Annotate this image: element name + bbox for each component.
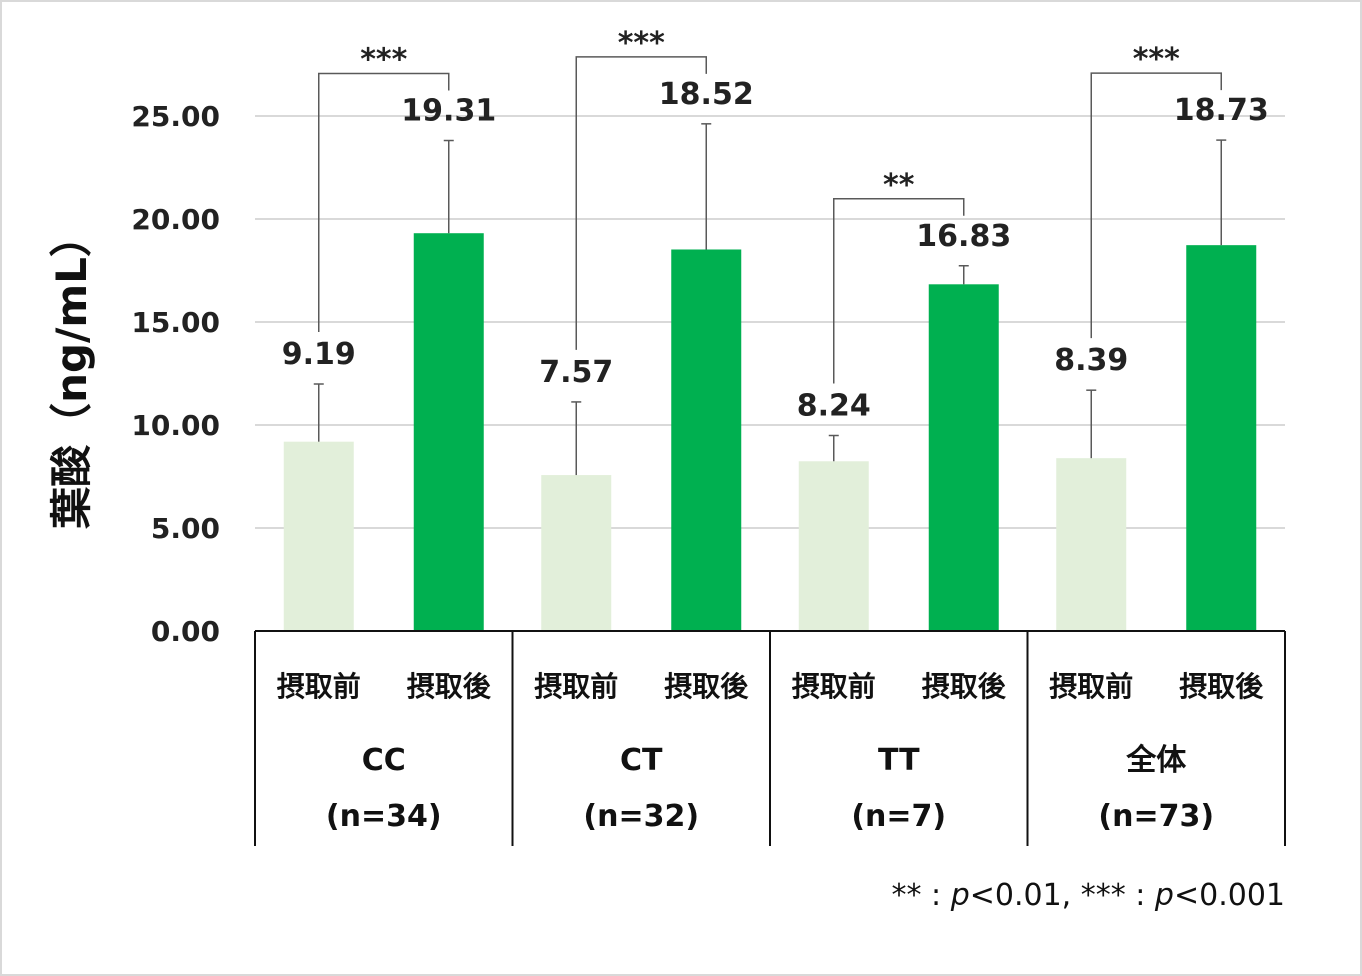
bars — [283, 233, 1257, 632]
bar — [798, 461, 869, 631]
significance-bracket — [1090, 72, 1222, 339]
bar — [413, 233, 484, 632]
significance-brackets: *** ******** — [318, 26, 1222, 384]
footnote-part: <0.001 — [1174, 878, 1285, 913]
significance-bracket — [575, 56, 707, 350]
bar-category-label: 摂取前 — [1049, 670, 1133, 703]
y-tick-label: 5.00 — [151, 512, 220, 545]
group-name-label: 全体 — [1125, 743, 1187, 778]
y-tick-label: 25.00 — [131, 100, 220, 133]
group-n-label: (n=34) — [326, 799, 442, 834]
significance-marker: ** — [883, 168, 915, 203]
data-label: 16.83 — [916, 219, 1011, 254]
footnote-part: ** : — [892, 878, 951, 913]
bar — [541, 475, 612, 631]
data-label: 8.39 — [1054, 343, 1128, 378]
bar-category-label: 摂取後 — [407, 670, 492, 703]
bar-category-label: 摂取前 — [277, 670, 361, 703]
y-axis-label: 葉酸（ng/mL） — [47, 215, 96, 530]
group-n-label: (n=73) — [1098, 799, 1214, 834]
bar-category-label: 摂取前 — [792, 670, 876, 703]
footnote-part: <0.01, *** : — [970, 878, 1155, 913]
y-tick-label: 10.00 — [131, 409, 220, 442]
error-bars — [313, 123, 1227, 476]
significance-bracket — [833, 198, 965, 384]
bar — [1186, 245, 1257, 632]
data-label: 9.19 — [282, 337, 356, 372]
significance-footnote: ** : p<0.01, *** : p<0.001 — [892, 878, 1286, 913]
data-label: 8.24 — [797, 389, 871, 424]
data-label: 19.31 — [401, 94, 496, 129]
significance-marker: *** — [618, 26, 665, 61]
data-label: 18.52 — [659, 77, 754, 112]
y-tick-labels: 0.00 5.00 10.00 15.00 20.00 25.00 — [131, 100, 220, 648]
y-tick-label: 15.00 — [131, 306, 220, 339]
bar-category-label: 摂取前 — [534, 670, 618, 703]
bar — [671, 249, 742, 631]
bar — [283, 441, 354, 631]
bar — [928, 284, 999, 631]
significance-bracket — [318, 72, 450, 333]
bar — [1056, 458, 1127, 631]
data-label: 18.73 — [1174, 93, 1269, 128]
group-name-label: TT — [878, 743, 920, 778]
category-table: 摂取前 摂取後 CC (n=34) 摂取前 摂取後 CT (n=32) 摂取前 摂取後 TT (n=7… — [254, 630, 1286, 846]
group-name-label: CT — [620, 743, 663, 778]
group-name-label: CC — [362, 743, 406, 778]
group-n-label: (n=32) — [583, 799, 699, 834]
bar-category-label: 摂取後 — [922, 670, 1007, 703]
value-labels: 9.19 19.31 7.57 18.52 8.24 16.83 8.39 18.73 — [282, 77, 1269, 424]
bar-category-label: 摂取後 — [1179, 670, 1264, 703]
footnote-p-italic: p — [950, 878, 970, 913]
significance-marker: *** — [360, 43, 407, 78]
footnote-p-italic: p — [1154, 878, 1174, 913]
bar-category-label: 摂取後 — [664, 670, 749, 703]
y-tick-label: 20.00 — [131, 203, 220, 236]
y-tick-label: 0.00 — [151, 615, 220, 648]
group-n-label: (n=7) — [851, 799, 946, 834]
significance-marker: *** — [1133, 42, 1180, 77]
data-label: 7.57 — [539, 355, 613, 390]
